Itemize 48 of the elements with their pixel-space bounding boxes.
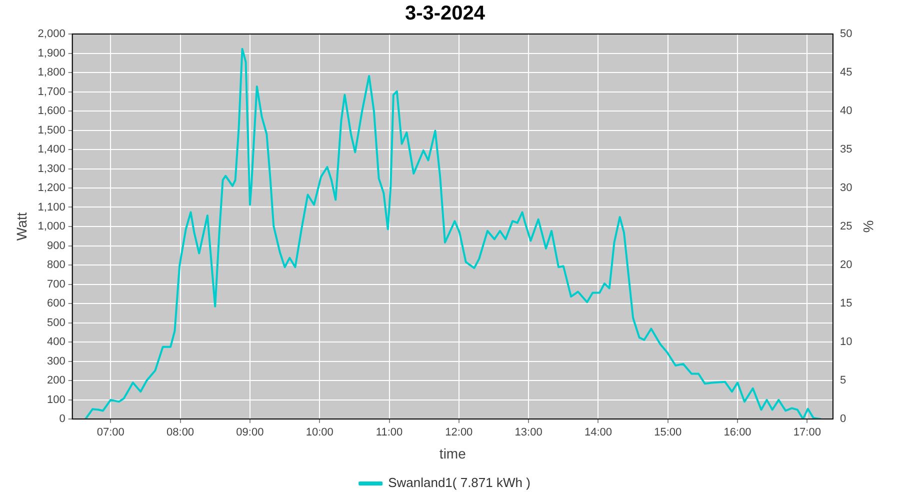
y-tick-label: 2,000: [38, 28, 66, 40]
y-tick-label: 1,200: [38, 182, 66, 194]
y-tick-label: 700: [46, 278, 66, 290]
y-tick-label: 900: [46, 240, 66, 252]
y-tick-label: 1,000: [38, 220, 66, 233]
y-tick-label: 1,600: [38, 105, 66, 118]
y-tick-label: 100: [46, 394, 66, 406]
y2-tick-label: 35: [840, 144, 852, 156]
y-tick-label: 1,900: [38, 47, 66, 60]
y-tick-label: 800: [46, 259, 66, 272]
y-tick-label: 400: [46, 336, 66, 348]
y2-tick-label: 45: [840, 66, 852, 79]
y2-tick-label: 25: [840, 220, 852, 233]
x-axis-title: time: [439, 445, 466, 462]
y-axis-title: Watt: [13, 212, 30, 241]
x-tick-label: 09:00: [236, 426, 264, 439]
y2-tick-label: 5: [840, 374, 846, 387]
y2-tick-label: 10: [840, 336, 852, 348]
x-tick-label: 10:00: [306, 426, 334, 439]
y-tick-label: 1,800: [38, 66, 66, 79]
chart-title: 3-3-2024: [404, 2, 486, 25]
x-tick-label: 14:00: [584, 426, 612, 439]
y-tick-label: 1,300: [38, 162, 66, 175]
y2-axis-title: %: [860, 220, 877, 233]
y2-tick-label: 30: [840, 182, 852, 194]
y2-tick-label: 15: [840, 298, 852, 310]
y2-tick-label: 50: [840, 28, 852, 40]
y-tick-label: 1,700: [38, 86, 66, 98]
x-tick-label: 17:00: [793, 426, 821, 439]
y2-tick-label: 20: [840, 259, 852, 272]
x-tick-label: 07:00: [96, 426, 124, 439]
x-tick-label: 13:00: [514, 426, 542, 439]
x-tick-label: 12:00: [445, 426, 473, 439]
y-tick-label: 500: [46, 316, 66, 329]
y-tick-label: 600: [46, 298, 66, 310]
y2-tick-label: 40: [840, 105, 852, 118]
x-tick-label: 11:00: [376, 426, 403, 439]
y-tick-label: 1,400: [38, 144, 66, 156]
x-tick-label: 15:00: [654, 426, 682, 439]
y-tick-label: 300: [46, 355, 66, 368]
y-tick-label: 1,500: [38, 124, 66, 136]
y-tick-label: 0: [59, 413, 66, 426]
y-tick-label: 1,100: [38, 201, 66, 214]
y2-tick-label: 0: [840, 413, 846, 426]
x-tick-label: 08:00: [166, 426, 194, 439]
y-tick-label: 200: [46, 374, 66, 387]
legend-label: Swanland1( 7.871 kWh ): [388, 475, 530, 490]
x-tick-label: 16:00: [724, 426, 752, 439]
